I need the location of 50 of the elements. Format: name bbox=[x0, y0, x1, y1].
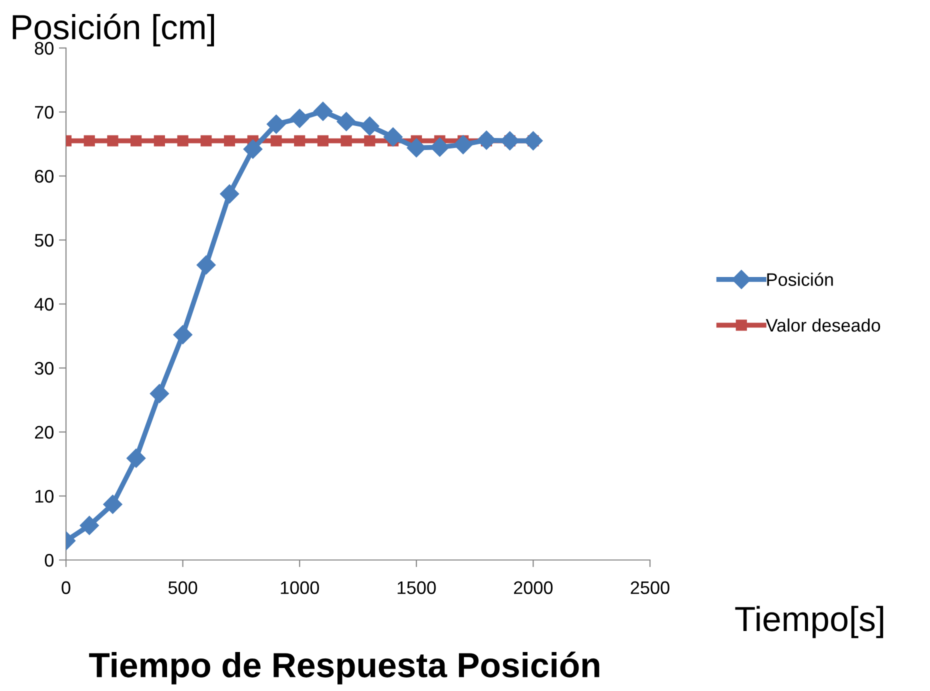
point bbox=[130, 135, 142, 146]
y-tick-label: 10 bbox=[35, 490, 54, 503]
point bbox=[200, 135, 212, 146]
point bbox=[107, 135, 118, 146]
point bbox=[266, 114, 286, 134]
point bbox=[84, 135, 95, 146]
point bbox=[336, 112, 356, 132]
point bbox=[196, 255, 216, 274]
point bbox=[364, 135, 376, 146]
y-tick-label: 20 bbox=[35, 426, 54, 439]
x-tick-label: 1000 bbox=[280, 581, 319, 594]
y-tick-label: 40 bbox=[34, 298, 54, 311]
point bbox=[243, 140, 262, 159]
point bbox=[220, 184, 240, 204]
x-tick-label: 1500 bbox=[398, 581, 436, 594]
point bbox=[154, 135, 165, 146]
legend-label: Valor deseado bbox=[766, 318, 880, 332]
point bbox=[270, 135, 282, 146]
point bbox=[294, 135, 306, 146]
y-tick-label: 60 bbox=[35, 170, 54, 183]
point bbox=[317, 135, 329, 146]
x-tick-label: 0 bbox=[62, 581, 70, 594]
y-tick-label: 50 bbox=[34, 234, 54, 247]
x-tick-label: 500 bbox=[168, 581, 198, 594]
point bbox=[476, 130, 496, 150]
point bbox=[224, 135, 236, 146]
point bbox=[406, 138, 426, 158]
point bbox=[80, 516, 99, 535]
x-axis-title: Tiempo[s] bbox=[735, 606, 884, 638]
point bbox=[524, 131, 543, 150]
point bbox=[177, 135, 188, 146]
x-tick-label: 2500 bbox=[630, 581, 670, 594]
text: Tiempo de Respuesta Posición bbox=[89, 652, 600, 684]
point bbox=[126, 448, 146, 468]
point bbox=[500, 131, 520, 150]
point bbox=[313, 102, 332, 121]
point bbox=[173, 325, 192, 344]
point bbox=[454, 135, 473, 154]
legend-label: Posición bbox=[767, 272, 833, 286]
point bbox=[103, 494, 122, 514]
y-tick-label: 0 bbox=[44, 554, 54, 567]
point bbox=[340, 135, 352, 146]
y-tick-label: 70 bbox=[35, 106, 54, 119]
y-tick-label: 30 bbox=[34, 362, 54, 375]
point bbox=[384, 127, 403, 146]
x-tick-label: 2000 bbox=[514, 581, 553, 594]
point bbox=[290, 108, 310, 128]
point bbox=[150, 384, 169, 404]
point bbox=[430, 138, 450, 157]
point bbox=[360, 116, 380, 136]
